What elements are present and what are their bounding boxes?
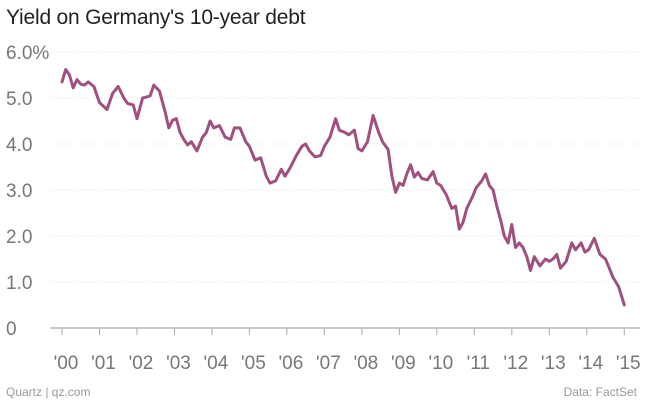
y-tick-label: 5.0 [6, 89, 32, 110]
x-tick-label: '03 [166, 353, 191, 374]
gridlines [50, 51, 640, 329]
series-line-yield [60, 68, 626, 307]
y-tick-label: 3.0 [6, 181, 32, 202]
x-tick-label: '01 [91, 353, 116, 374]
y-tick-label: 6.0% [6, 43, 49, 64]
x-tick-label: '06 [279, 353, 304, 374]
x-tick-label: '04 [204, 353, 229, 374]
x-tick-label: '05 [241, 353, 266, 374]
y-tick-label: 0 [6, 319, 17, 340]
x-axis-ticks: '00 '01 '02 '03 '04 '05 '06 '07 '08 '09 '10 '11 '12 '… [54, 328, 641, 374]
chart-title: Yield on Germany's 10-year debt [6, 6, 306, 29]
x-tick-label: '00 [54, 353, 79, 374]
x-tick-label: '13 [541, 353, 566, 374]
series-layer [60, 68, 626, 307]
x-tick-label: '09 [391, 353, 416, 374]
x-tick-label: '15 [616, 353, 641, 374]
x-tick-label: '14 [578, 353, 603, 374]
y-tick-label: 2.0 [6, 227, 32, 248]
x-tick-label: '02 [129, 353, 154, 374]
x-tick-label: '12 [503, 353, 528, 374]
x-tick-label: '08 [353, 353, 378, 374]
footer-credit: Quartz | qz.com [6, 385, 91, 399]
x-tick-label: '07 [316, 353, 341, 374]
x-tick-label: '11 [467, 353, 490, 374]
footer-data-source: Data: FactSet [563, 385, 637, 399]
y-axis-ticks: 0 1.0 2.0 3.0 4.0 5.0 6.0% [6, 43, 49, 340]
y-tick-label: 4.0 [6, 135, 32, 156]
x-tick-label: '10 [428, 353, 453, 374]
y-tick-label: 1.0 [6, 273, 32, 294]
